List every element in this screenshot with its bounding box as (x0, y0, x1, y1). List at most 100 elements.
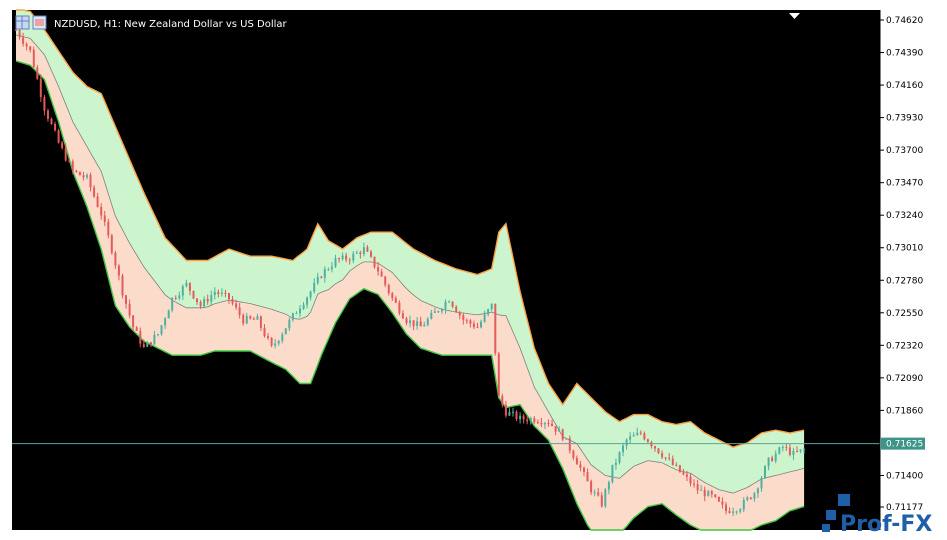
candle-body (597, 492, 600, 496)
candle-body (508, 412, 511, 416)
candle-body (593, 492, 596, 494)
candle-body (263, 327, 266, 337)
candle-body (618, 452, 621, 463)
candle-body (657, 448, 660, 454)
candle-body (252, 318, 255, 320)
candle-body (465, 320, 468, 322)
candle-body (796, 450, 798, 452)
candle-body (210, 295, 213, 302)
candle-body (678, 465, 681, 473)
candle-body (68, 160, 71, 162)
candle-body (462, 315, 465, 321)
candle-body (107, 221, 110, 236)
candle-body (696, 484, 699, 491)
candle-body (494, 303, 497, 354)
y-tick-label: 0.73240 (886, 211, 923, 221)
candle-body (110, 235, 113, 253)
candle-body (732, 511, 735, 513)
candle-body (504, 404, 507, 416)
price-tag-background (881, 437, 925, 450)
candle-body (693, 483, 695, 485)
shift-marker-icon[interactable] (789, 13, 800, 19)
candle-body (554, 426, 557, 432)
candle-body (735, 511, 738, 513)
candle-body (125, 295, 127, 304)
logo-block-icon (826, 510, 836, 520)
candle-body (654, 446, 656, 449)
candle-body (199, 301, 202, 307)
candle-body (316, 276, 319, 283)
price-tag-label: 0.71625 (886, 440, 923, 450)
candle-body (341, 255, 344, 260)
candle-body (25, 43, 28, 47)
upper-band-line (16, 9, 805, 448)
price-axis[interactable]: 0.74620 0.74390 0.74160 0.73930 0.73700 0.734… (879, 10, 923, 530)
candle-body (533, 418, 536, 423)
candle-body (540, 422, 543, 425)
candle-body (160, 325, 163, 335)
logo-text: Prof-FX (840, 512, 932, 537)
y-tick-label: 0.73470 (886, 179, 923, 189)
candle-body (512, 411, 514, 413)
candle-body (256, 316, 259, 320)
candle-body (543, 423, 546, 425)
candle-body (306, 297, 309, 305)
candle-body (18, 30, 21, 38)
y-tick-label: 0.72550 (886, 309, 923, 319)
candle-body (643, 433, 646, 440)
candle-body (611, 464, 614, 483)
candle-body (650, 442, 653, 447)
window-title: NZDUSD, H1: New Zealand Dollar vs US Dol… (15, 15, 288, 30)
candle-body (178, 295, 181, 299)
candle-body (366, 247, 369, 252)
candle-body (480, 321, 482, 328)
current-price-tag: 0.71625 (881, 437, 925, 450)
candle-body (565, 438, 568, 440)
candle-body (220, 292, 223, 294)
candle-body (689, 476, 692, 484)
candle-body (50, 119, 53, 125)
candle-body (788, 447, 791, 455)
candle-body (188, 282, 191, 291)
candle-body (181, 286, 184, 296)
logo: Prof-FX (822, 494, 932, 537)
y-tick-label: 0.71860 (886, 406, 923, 416)
candle-body (54, 124, 56, 131)
candle-body (728, 511, 731, 513)
logo-block-icon (822, 524, 830, 532)
candle-body (756, 488, 759, 494)
candle-body (703, 489, 706, 497)
candle-body (742, 499, 745, 510)
candle-body (433, 311, 436, 313)
middle-band-line (15, 34, 805, 494)
candle-body (710, 491, 713, 495)
candle-body (295, 313, 298, 315)
candle-body (661, 453, 664, 458)
candle-body (409, 320, 411, 324)
candle-body (259, 316, 262, 328)
candle-body (472, 323, 475, 328)
candle-body (153, 335, 156, 345)
candle-body (192, 290, 195, 299)
y-tick-label: 0.73930 (886, 114, 923, 124)
candle-body (526, 419, 529, 422)
candle-body (405, 318, 408, 323)
candle-body (64, 148, 67, 161)
candle-body (352, 253, 355, 261)
candle-body (423, 324, 426, 327)
candle-body (767, 457, 770, 467)
candle-body (636, 432, 639, 436)
y-tick-label: 0.72320 (886, 341, 923, 351)
candle-body (401, 313, 404, 319)
candle-body (57, 130, 60, 143)
candle-body (313, 282, 316, 292)
candle-body (167, 310, 170, 319)
candle-body (228, 293, 230, 300)
candle-body (614, 462, 617, 465)
candle-body (217, 291, 220, 294)
candle-body (746, 497, 749, 500)
candle-body (82, 175, 85, 178)
candle-body (29, 46, 32, 50)
candle-body (487, 309, 490, 315)
